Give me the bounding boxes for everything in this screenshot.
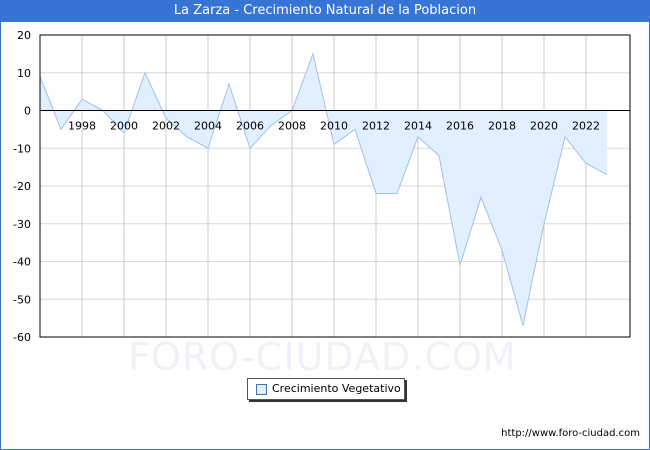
x-tick-label: 2000 [110,120,138,133]
y-tick-label: 10 [17,67,31,80]
chart-title: La Zarza - Crecimiento Natural de la Pob… [0,0,650,22]
x-tick-label: 2016 [446,120,474,133]
series-line [39,52,608,326]
legend-label: Crecimiento Vegetativo [272,382,401,395]
x-tick-label: 2010 [320,120,348,133]
y-tick-label: -60 [13,331,31,344]
x-tick-label: 2004 [194,120,222,133]
watermark: FORO-CIUDAD.COM [128,335,517,379]
x-tick-label: 2018 [488,120,516,133]
source-url: http://www.foro-ciudad.com [501,428,640,439]
legend: Crecimiento Vegetativo [247,378,405,400]
y-tick-label: -30 [13,218,31,231]
y-tick-label: -50 [13,293,31,306]
x-tick-label: 2002 [152,120,180,133]
y-tick-label: 0 [24,105,31,118]
y-tick-label: -40 [13,256,31,269]
plot-border [39,34,631,338]
area-fill [40,53,607,326]
x-tick-label: 2012 [362,120,390,133]
x-tick-label: 2014 [404,120,432,133]
legend-swatch-icon [256,384,267,395]
y-tick-label: -10 [13,142,31,155]
x-tick-label: 2008 [278,120,306,133]
y-tick-label: 20 [17,29,31,42]
y-tick-label: -20 [13,180,31,193]
x-tick-label: 2020 [530,120,558,133]
x-tick-label: 1998 [68,120,96,133]
x-tick-label: 2022 [572,120,600,133]
x-tick-label: 2006 [236,120,264,133]
